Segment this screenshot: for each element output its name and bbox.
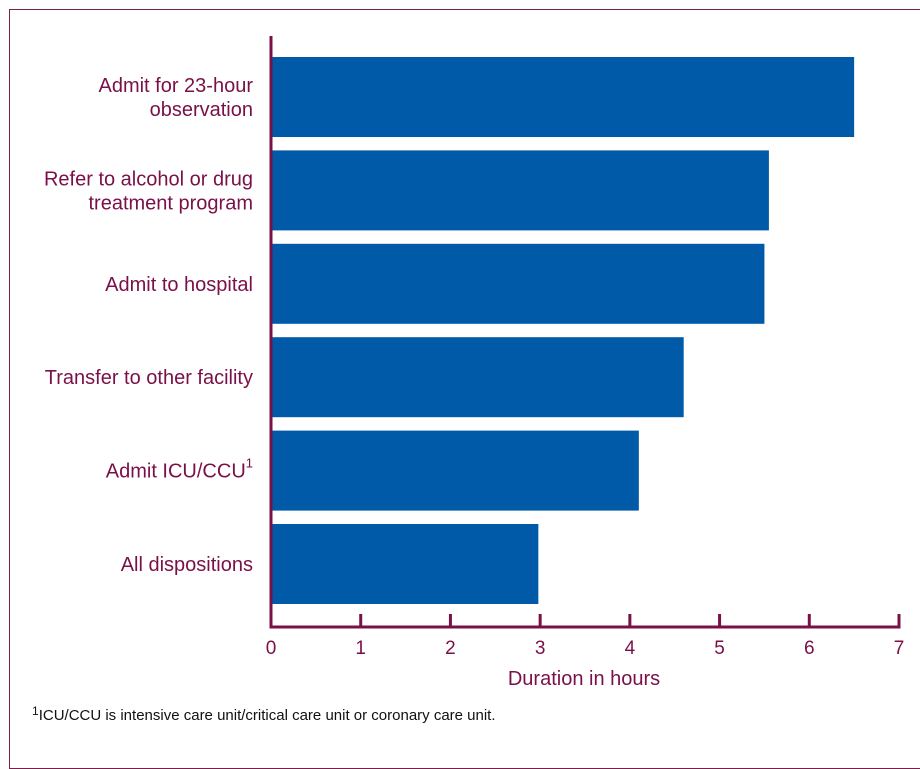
category-label-5: All dispositions — [121, 554, 253, 576]
bar-3 — [271, 337, 684, 418]
bar-0 — [271, 57, 855, 137]
x-ticks-group: 0 1 2 3 4 5 6 7 — [266, 614, 905, 659]
x-tick-label-5: 5 — [714, 638, 725, 659]
x-tick-label-7: 7 — [894, 638, 905, 659]
category-label-1: Refer to alcohol or drug treatment progra… — [44, 168, 253, 214]
category-label-4: Admit ICU/CCU1 — [106, 456, 253, 483]
x-tick-label-0: 0 — [266, 638, 277, 659]
category-label-3: Transfer to other facility — [45, 367, 253, 389]
x-axis-title: Duration in hours — [508, 668, 660, 690]
x-tick-label-6: 6 — [804, 638, 815, 659]
bar-4 — [271, 430, 639, 511]
x-tick-label-2: 2 — [445, 638, 456, 659]
footnote-mark: 1 — [32, 704, 39, 718]
x-tick-label-3: 3 — [535, 638, 546, 659]
bars-group — [271, 57, 855, 604]
category-label-0: Admit for 23-hour observation — [98, 75, 253, 121]
footnote: 1ICU/CCU is intensive care unit/critical… — [32, 704, 496, 724]
bar-1 — [271, 150, 769, 231]
category-label-2: Admit to hospital — [105, 274, 253, 296]
footnote-text: ICU/CCU is intensive care unit/critical … — [38, 707, 496, 724]
category-labels-group: Admit for 23-hour observation Refer to alc… — [44, 75, 253, 576]
bar-5 — [271, 524, 539, 604]
x-tick-label-4: 4 — [625, 638, 636, 659]
bar-chart: Admit for 23-hour observation Refer to alc… — [44, 36, 905, 690]
bar-2 — [271, 243, 765, 324]
x-tick-label-1: 1 — [355, 638, 366, 659]
